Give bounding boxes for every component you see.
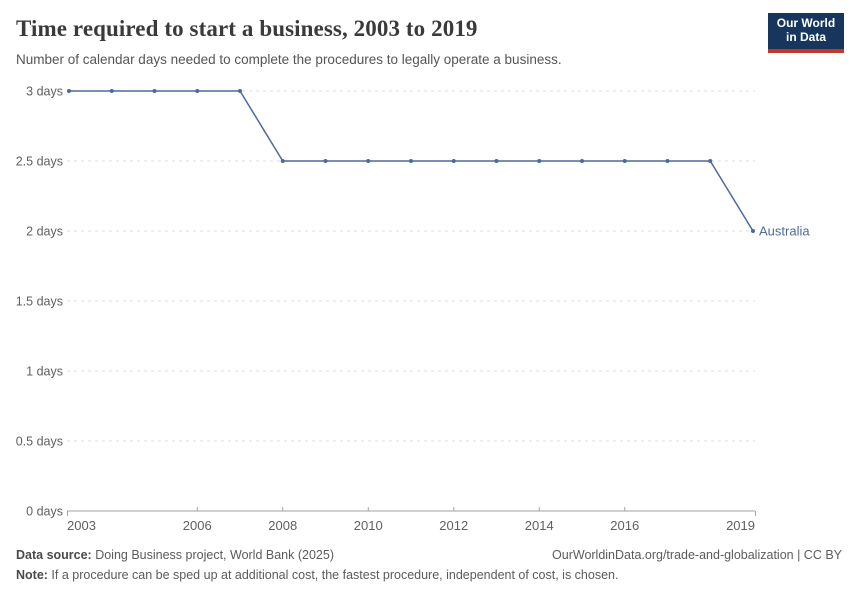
data-point [195,89,200,93]
chart-note: Note: If a procedure can be sped up at a… [16,567,842,583]
data-point [751,229,755,233]
x-tick-label: 2019 [726,518,755,533]
chart-subtitle: Number of calendar days needed to comple… [16,52,562,67]
y-tick-label: 0 days [26,505,63,519]
data-point [280,159,285,163]
data-point [665,159,670,163]
license-text: OurWorldinData.org/trade-and-globalizati… [552,548,842,562]
x-tick-label: 2012 [439,518,468,533]
page-title: Time required to start a business, 2003 … [16,16,478,41]
data-point [494,159,499,163]
owid-logo: Our World in Data [768,13,844,53]
y-tick-label: 0.5 days [16,435,63,449]
x-tick-label: 2016 [610,518,639,533]
note-label: Note: [16,568,48,582]
x-tick-label: 2006 [183,518,212,533]
data-point [238,89,242,93]
logo-line2: in Data [785,30,826,44]
x-tick-label: 2010 [354,518,383,533]
x-tick-label: 2008 [268,518,297,533]
note-text: If a procedure can be sped up at additio… [47,568,619,582]
logo-line1: Our World [776,16,836,30]
y-tick-label: 1 days [26,365,63,379]
x-tick-label: 2003 [67,518,96,533]
y-tick-label: 3 days [26,85,63,99]
data-source-label: Data source: [16,548,92,562]
data-source-text: Doing Business project, World Bank (2025… [91,548,334,562]
data-point [537,159,542,163]
y-tick-label: 1.5 days [16,295,63,309]
data-point [580,159,584,163]
x-tick-label: 2014 [525,518,554,533]
data-point [451,159,456,163]
data-source: Data source: Doing Business project, Wor… [16,547,334,563]
data-point [152,89,157,93]
data-point [622,159,627,163]
data-point [109,89,114,93]
data-point [323,159,328,163]
series-label: Australia [759,224,810,239]
y-tick-label: 2 days [26,225,63,239]
logo-red-bar [768,49,844,53]
data-point [67,89,71,93]
footer: Data source: Doing Business project, Wor… [16,547,842,563]
data-point [708,159,713,163]
data-point [366,159,371,163]
y-tick-label: 2.5 days [16,155,63,169]
data-point [409,159,413,163]
